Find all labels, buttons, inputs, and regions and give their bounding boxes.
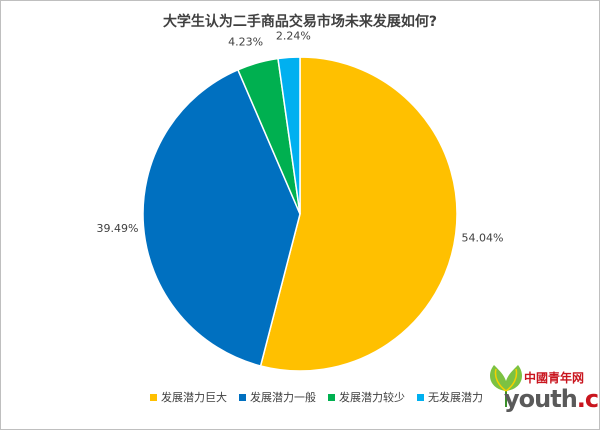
legend-item-4: 无发展潜力 <box>417 389 483 405</box>
legend-label: 发展潜力一般 <box>250 391 316 404</box>
chart-title: 大学生认为二手商品交易市场未来发展如何? <box>162 14 438 30</box>
chart-legend: 发展潜力巨大 发展潜力一般 发展潜力较少 无发展潜力 <box>150 389 483 405</box>
legend-item-2: 发展潜力一般 <box>239 389 316 405</box>
legend-label: 发展潜力巨大 <box>161 391 227 404</box>
logo-english-text: youth.cn <box>504 385 600 413</box>
pie-slices <box>142 56 458 372</box>
legend-item-1: 发展潜力巨大 <box>150 389 227 405</box>
ginkgo-leaf-icon <box>490 365 522 407</box>
pie-slice-1 <box>259 56 458 372</box>
legend-swatch <box>417 393 424 401</box>
legend-item-3: 发展潜力较少 <box>328 389 405 405</box>
pie-labels: 54.04% 39.49% 4.23% 2.24% <box>97 29 504 244</box>
legend-swatch <box>150 393 157 401</box>
legend-label: 无发展潜力 <box>428 391 483 404</box>
pie-slice-4 <box>277 56 301 215</box>
logo-chinese-text: 中國青年网 <box>524 371 585 385</box>
pie-slice-2 <box>142 68 301 367</box>
data-label-3: 4.23% <box>228 36 263 49</box>
data-label-2: 39.49% <box>97 222 139 235</box>
legend-swatch <box>239 393 246 401</box>
data-label-1: 54.04% <box>462 231 504 244</box>
legend-label: 发展潜力较少 <box>339 391 405 404</box>
youth-cn-logo: 中國青年网 youth.cn <box>484 355 600 425</box>
legend-swatch <box>328 393 335 401</box>
data-label-4: 2.24% <box>276 29 311 42</box>
